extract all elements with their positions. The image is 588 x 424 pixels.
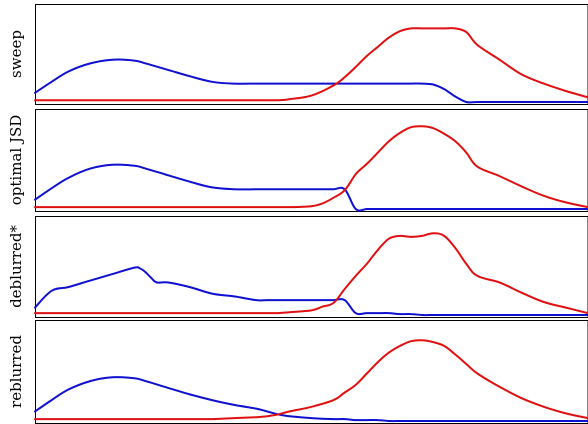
series-line-red bbox=[34, 232, 588, 315]
panel-frame bbox=[35, 109, 588, 212]
series-line-blue bbox=[34, 376, 588, 423]
panel-ylabel: optimal JSD bbox=[7, 115, 25, 206]
panel-3: reblurred bbox=[7, 320, 588, 424]
panel-frame bbox=[35, 216, 588, 318]
series-line-blue bbox=[34, 58, 588, 104]
panel-frame bbox=[35, 320, 588, 424]
panel-0: sweep bbox=[7, 4, 588, 105]
series-line-blue bbox=[34, 266, 588, 317]
panel-ylabel: reblurred bbox=[7, 335, 25, 408]
series-line-red bbox=[34, 27, 588, 102]
panels-group: sweep optimal JSD deblurred* reblurred bbox=[7, 4, 588, 424]
panel-ylabel: deblurred* bbox=[7, 225, 25, 308]
series-line-red bbox=[34, 339, 588, 421]
series-line-blue bbox=[34, 163, 588, 212]
series-line-red bbox=[34, 125, 588, 209]
panel-ylabel: sweep bbox=[7, 30, 25, 78]
panel-1: optimal JSD bbox=[7, 109, 588, 212]
panel-2: deblurred* bbox=[7, 216, 588, 318]
panel-frame bbox=[35, 4, 588, 105]
